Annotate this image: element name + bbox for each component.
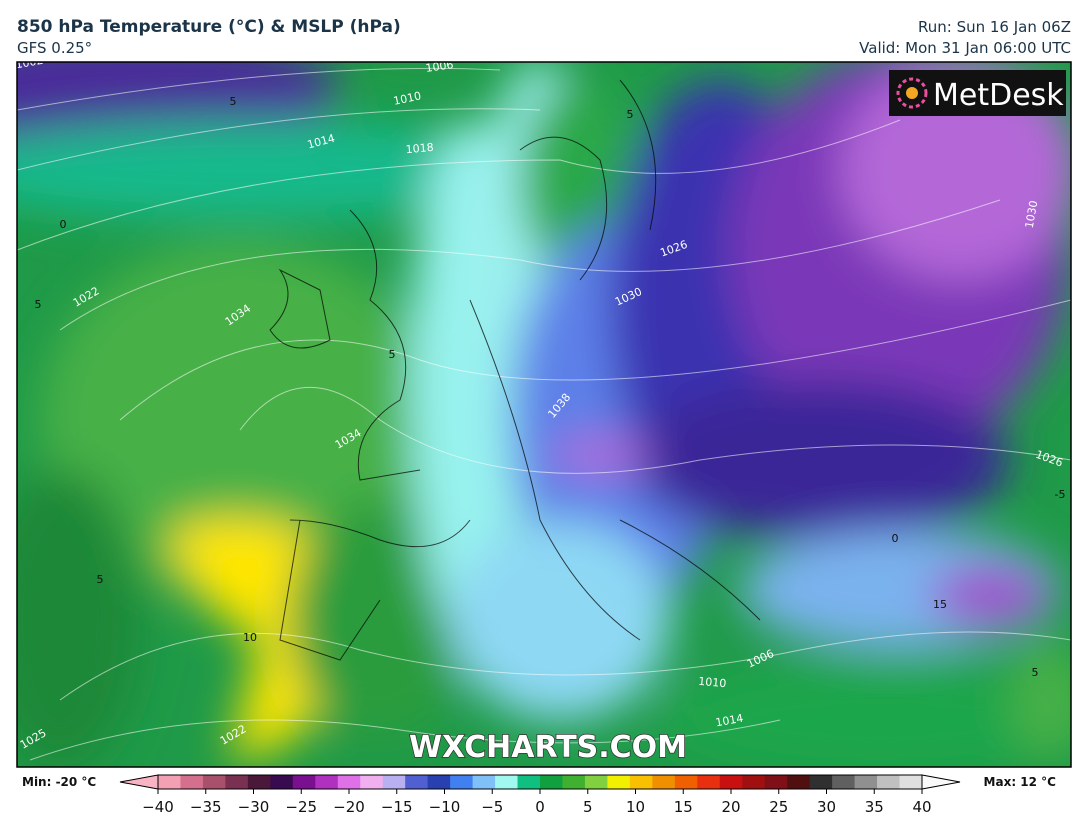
run: Run: Sun 16 Jan 06Z bbox=[918, 18, 1071, 36]
colorbar-segment bbox=[292, 775, 316, 789]
isobar-label: 1006 bbox=[425, 58, 455, 75]
colorbar-segment bbox=[562, 775, 586, 789]
colorbar-segment bbox=[742, 775, 766, 789]
colorbar-segment bbox=[787, 775, 811, 789]
temperature-label: 5 bbox=[389, 348, 396, 361]
colorbar-segment bbox=[270, 775, 294, 789]
colorbar-segment bbox=[540, 775, 563, 789]
colorbar-segment bbox=[877, 775, 901, 789]
temperature-label: 5 bbox=[97, 573, 104, 586]
colorbar-segment bbox=[899, 775, 923, 789]
isobar-label: 1014 bbox=[714, 712, 744, 730]
colorbar-tick-label: 30 bbox=[817, 798, 836, 816]
colorbar-tick-label: −15 bbox=[381, 798, 413, 816]
colorbar-tick-label: 15 bbox=[674, 798, 693, 816]
colorbar-segment bbox=[764, 775, 788, 789]
isobar-label: 1018 bbox=[405, 141, 434, 156]
colorbar-tick-label: −20 bbox=[333, 798, 365, 816]
logo-icon bbox=[896, 77, 928, 109]
colorbar-tick-label: 10 bbox=[626, 798, 645, 816]
colorbar-segment bbox=[607, 775, 631, 789]
colorbar-segment bbox=[225, 775, 249, 789]
colorbar-tick-label: 20 bbox=[721, 798, 740, 816]
colorbar-segment bbox=[382, 775, 406, 789]
colorbar-segment bbox=[584, 775, 608, 789]
isobar-label: 1002 bbox=[14, 54, 44, 72]
temperature-label: 5 bbox=[35, 298, 42, 311]
colorbar-segment bbox=[158, 775, 181, 789]
model: GFS 0.25° bbox=[17, 39, 92, 57]
colorbar-segment bbox=[450, 775, 474, 789]
colorbar-segment bbox=[427, 775, 451, 789]
colorbar-tick-label: −40 bbox=[142, 798, 174, 816]
isobar-label: 1010 bbox=[698, 675, 727, 690]
colorbar-high-arrow bbox=[921, 774, 961, 790]
valid: Valid: Mon 31 Jan 06:00 UTC bbox=[859, 39, 1071, 57]
colorbar-segment bbox=[832, 775, 856, 789]
colorbar-segment bbox=[629, 775, 653, 789]
colorbar-segment bbox=[697, 775, 721, 789]
colorbar-tick-label: 40 bbox=[912, 798, 931, 816]
logo: MetDesk bbox=[933, 78, 1064, 113]
colorbar-segment bbox=[405, 775, 429, 789]
colorbar-segment bbox=[517, 775, 541, 789]
temperature-label: 5 bbox=[230, 95, 237, 108]
colorbar-segment bbox=[180, 775, 204, 789]
title: 850 hPa Temperature (°C) & MSLP (hPa) bbox=[17, 17, 401, 37]
colorbar-segment bbox=[360, 775, 384, 789]
temperature-label: 0 bbox=[892, 532, 899, 545]
isobar-label: 1030 bbox=[1023, 199, 1041, 229]
temperature-label: 0 bbox=[60, 218, 67, 231]
colorbar-tick-label: 35 bbox=[865, 798, 884, 816]
colorbar-min: Min: -20 °C bbox=[22, 775, 96, 789]
colorbar-segment bbox=[202, 775, 226, 789]
map-frame bbox=[16, 61, 1072, 768]
colorbar-tick-label: 5 bbox=[583, 798, 593, 816]
colorbar-tick-label: −35 bbox=[190, 798, 222, 816]
colorbar-segment bbox=[247, 775, 271, 789]
colorbar: −40 −35 −30 −25 −20 −15 −10 −5 0 5 10 15 20 25 30 35 40 bbox=[142, 775, 932, 816]
isobar-label: 1010 bbox=[392, 89, 422, 108]
colorbar-segment bbox=[854, 775, 878, 789]
colorbar-max: Max: 12 °C bbox=[984, 775, 1057, 789]
temperature-label: -5 bbox=[1055, 488, 1066, 501]
colorbar-tick-label: 25 bbox=[769, 798, 788, 816]
colorbar-tick-label: 0 bbox=[535, 798, 545, 816]
colorbar-segment bbox=[674, 775, 698, 789]
logo-box bbox=[889, 70, 1066, 116]
watermark: WXCHARTS.COM bbox=[409, 730, 687, 765]
colorbar-tick-label: −25 bbox=[285, 798, 317, 816]
colorbar-segment bbox=[719, 775, 743, 789]
temperature-label: 5 bbox=[627, 108, 634, 121]
temperature-label: 15 bbox=[933, 598, 947, 611]
colorbar-tick-label: −5 bbox=[481, 798, 503, 816]
colorbar-frame bbox=[157, 774, 923, 790]
temperature-label: 5 bbox=[1032, 666, 1039, 679]
colorbar-low-arrow bbox=[119, 774, 159, 790]
temperature-label: 10 bbox=[243, 631, 257, 644]
colorbar-segment bbox=[652, 775, 676, 789]
colorbar-segment bbox=[315, 775, 339, 789]
colorbar-tick-label: −10 bbox=[429, 798, 461, 816]
colorbar-segment bbox=[337, 775, 361, 789]
colorbar-segment bbox=[495, 775, 519, 789]
colorbar-segment bbox=[809, 775, 833, 789]
colorbar-segment bbox=[472, 775, 496, 789]
colorbar-tick-label: −30 bbox=[238, 798, 270, 816]
